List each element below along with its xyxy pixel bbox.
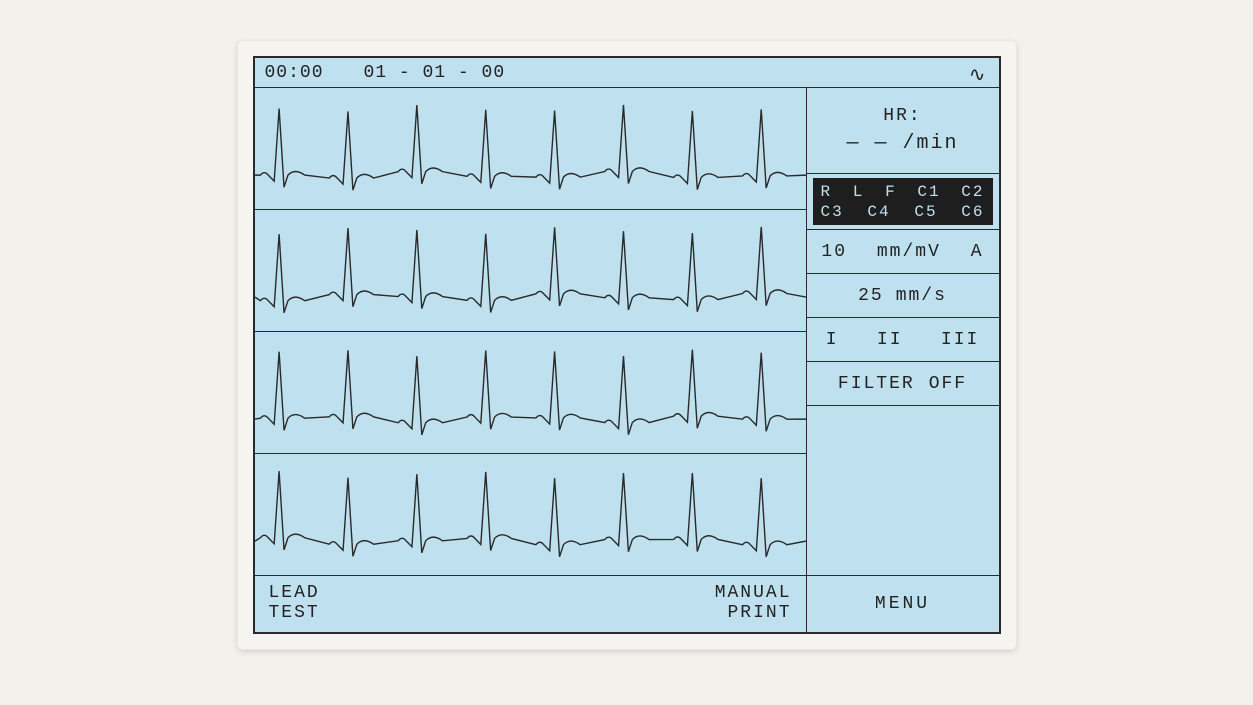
lead-test-button[interactable]: LEAD TEST	[269, 584, 320, 624]
waveform-channel-3	[255, 332, 806, 454]
filter-state: OFF	[929, 374, 967, 394]
hr-value-row: — — /min	[846, 132, 958, 155]
heart-rate-panel: HR: — — /min	[807, 88, 999, 174]
lead-test-line2: TEST	[269, 604, 320, 624]
device-bezel: 00:00 01 - 01 - 00 ∿ HR: — — /min	[237, 40, 1017, 650]
clock-date: 01 - 01 - 00	[364, 63, 506, 83]
filter-label: FILTER	[838, 374, 915, 394]
speed-unit: mm/s	[896, 286, 947, 306]
side-panel: HR: — — /min R L F C1 C2	[807, 88, 999, 575]
menu-label: MENU	[875, 594, 930, 614]
filter-panel[interactable]: FILTER OFF	[807, 362, 999, 406]
lead-indicator: L	[853, 183, 865, 201]
lead-indicator: C6	[961, 203, 984, 221]
leads-row-2: C3 C4 C5 C6	[817, 203, 989, 221]
lead-indicator: F	[885, 183, 897, 201]
bottom-bar: LEAD TEST MANUAL PRINT MENU	[255, 576, 999, 632]
ecg-trace	[255, 210, 806, 331]
waveform-column	[255, 88, 807, 575]
leads-row-1: R L F C1 C2	[817, 183, 989, 201]
lead-indicator: C4	[867, 203, 890, 221]
lead-status-panel: R L F C1 C2 C3 C4 C5 C6	[807, 174, 999, 230]
speed-value: 25	[858, 286, 884, 306]
waveform-channel-4	[255, 454, 806, 575]
clock-time: 00:00	[265, 63, 324, 83]
lead-indicator: C3	[821, 203, 844, 221]
hr-label: HR:	[883, 106, 921, 126]
hr-value: — —	[846, 132, 888, 155]
mode-option: II	[877, 330, 903, 350]
gain-value: 10	[821, 242, 847, 262]
bottom-left: LEAD TEST MANUAL PRINT	[255, 576, 807, 632]
lead-indicator: C5	[914, 203, 937, 221]
side-spacer	[807, 406, 999, 575]
ecg-trace	[255, 454, 806, 575]
mode-option: III	[941, 330, 979, 350]
speed-panel[interactable]: 25 mm/s	[807, 274, 999, 318]
mode-option: I	[826, 330, 839, 350]
lead-mode-panel[interactable]: I II III	[807, 318, 999, 362]
lcd-screen: 00:00 01 - 01 - 00 ∿ HR: — — /min	[253, 56, 1001, 634]
ecg-trace	[255, 332, 806, 453]
menu-button[interactable]: MENU	[807, 576, 999, 632]
ac-power-icon: ∿	[969, 62, 987, 88]
ecg-trace	[255, 88, 806, 209]
gain-panel[interactable]: 10 mm/mV A	[807, 230, 999, 274]
lead-indicator: C1	[917, 183, 940, 201]
lead-indicator: C2	[961, 183, 984, 201]
waveform-channel-1	[255, 88, 806, 210]
manual-print-line2: PRINT	[715, 604, 792, 624]
hr-unit: /min	[903, 132, 959, 155]
lead-indicator: R	[821, 183, 833, 201]
waveform-channel-2	[255, 210, 806, 332]
gain-mode: A	[971, 242, 984, 262]
lead-status-inverted: R L F C1 C2 C3 C4 C5 C6	[813, 178, 993, 225]
manual-print-button[interactable]: MANUAL PRINT	[715, 584, 792, 624]
status-bar: 00:00 01 - 01 - 00 ∿	[255, 58, 999, 88]
lead-test-line1: LEAD	[269, 584, 320, 604]
gain-unit: mm/mV	[877, 242, 941, 262]
manual-print-line1: MANUAL	[715, 584, 792, 604]
main-area: HR: — — /min R L F C1 C2	[255, 88, 999, 576]
